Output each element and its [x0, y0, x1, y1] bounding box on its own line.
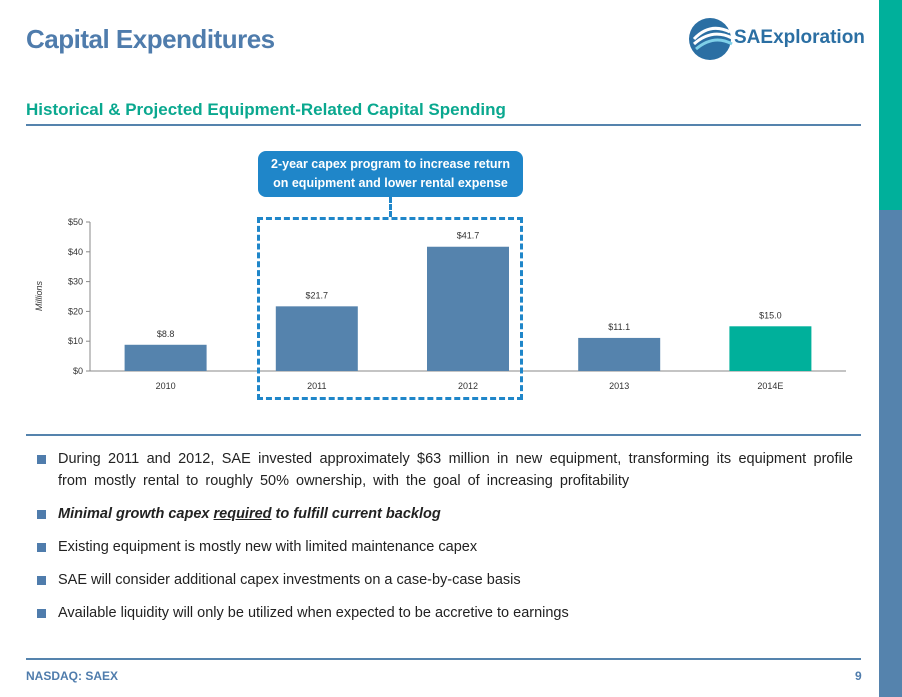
right-accent-bar-top: [879, 0, 902, 210]
data-label: $21.7: [306, 290, 329, 300]
section-subtitle: Historical & Projected Equipment-Related…: [26, 100, 506, 119]
x-tick-label: 2012: [458, 381, 478, 391]
callout-line-2: on equipment and lower rental expense: [273, 176, 508, 190]
logo-text: SAExploration: [734, 27, 865, 48]
divider-middle: [26, 434, 861, 436]
data-label: $15.0: [759, 310, 782, 320]
y-tick-label: $20: [68, 306, 83, 316]
bullet-list: During 2011 and 2012, SAE invested appro…: [37, 448, 853, 635]
divider-bottom: [26, 658, 861, 660]
x-tick-label: 2013: [609, 381, 629, 391]
callout-line-1: 2-year capex program to increase return: [271, 157, 510, 171]
bullet-square-icon: [37, 455, 46, 464]
bar-2012: [427, 246, 509, 371]
callout-connector: [389, 197, 392, 217]
highlight-box-2011-2012: [257, 217, 523, 400]
data-label: $8.8: [157, 329, 175, 339]
bar-2010: [124, 344, 207, 371]
capex-callout: 2-year capex program to increase return …: [258, 151, 523, 197]
y-tick-label: $0: [73, 366, 83, 376]
divider-top: [26, 124, 861, 126]
data-label: $41.7: [457, 231, 480, 241]
page-title: Capital Expenditures: [26, 24, 275, 54]
x-tick-label: 2010: [156, 381, 176, 391]
y-tick-label: $30: [68, 277, 83, 287]
bullet-item: SAE will consider additional capex inves…: [37, 569, 853, 591]
bullet-square-icon: [37, 510, 46, 519]
footer-ticker: NASDAQ: SAEX: [26, 669, 119, 683]
bullet-square-icon: [37, 543, 46, 552]
y-tick-label: $10: [68, 336, 83, 346]
x-tick-label: 2014E: [757, 381, 783, 391]
bar-2011: [275, 306, 358, 371]
company-logo: SAExploration: [686, 14, 866, 64]
bar-2014E: [729, 326, 812, 371]
bullet-square-icon: [37, 576, 46, 585]
y-tick-label: $40: [68, 247, 83, 257]
y-axis-label: Millions: [34, 281, 44, 312]
swirl-icon: [689, 18, 733, 60]
y-tick-label: $50: [68, 217, 83, 227]
bullet-item: During 2011 and 2012, SAE invested appro…: [37, 448, 853, 492]
bullet-square-icon: [37, 609, 46, 618]
page-number: 9: [855, 669, 862, 683]
bar-2013: [578, 337, 661, 371]
bullet-item: Existing equipment is mostly new with li…: [37, 536, 853, 558]
bullet-item: Minimal growth capex required to fulfill…: [37, 503, 853, 525]
data-label: $11.1: [608, 322, 630, 332]
bullet-item: Available liquidity will only be utilize…: [37, 602, 853, 624]
x-tick-label: 2011: [307, 381, 326, 391]
